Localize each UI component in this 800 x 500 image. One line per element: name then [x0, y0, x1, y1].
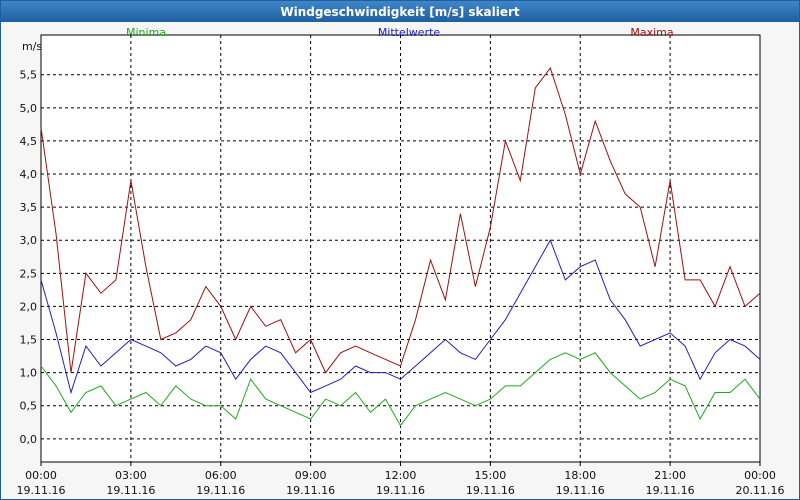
- series-line-minima: [40, 352, 761, 427]
- x-tick-time: 06:00: [205, 469, 237, 482]
- x-tick-time: 18:00: [564, 469, 596, 482]
- x-tick-date: 19.11.16: [646, 484, 695, 497]
- y-tick-label: 5,0: [20, 102, 38, 115]
- y-tick-label: 2,5: [20, 267, 38, 280]
- series-line-maxima: [40, 67, 761, 374]
- legend-mittelwerte: Mittelwerte: [378, 26, 441, 39]
- x-tick-date: 19.11.16: [106, 484, 155, 497]
- plot-frame: [40, 34, 761, 463]
- x-tick-time: 00:00: [25, 469, 57, 482]
- y-tick-label: 3,0: [20, 234, 38, 247]
- x-tick-date: 19.11.16: [466, 484, 515, 497]
- x-tick-time: 09:00: [295, 469, 327, 482]
- x-tick-date: 19.11.16: [196, 484, 245, 497]
- x-tick-time: 03:00: [115, 469, 147, 482]
- x-tick-time: 15:00: [475, 469, 507, 482]
- y-tick-label: 4,5: [20, 135, 38, 148]
- series-line-mittelwerte: [40, 239, 761, 395]
- y-tick-label: 0,5: [20, 400, 38, 413]
- window-title: Windgeschwindigkeit [m/s] skaliert: [1, 1, 799, 22]
- y-tick-label: 4,0: [20, 168, 38, 181]
- x-tick-date: 19.11.16: [376, 484, 425, 497]
- y-tick-label: 0,0: [20, 433, 38, 446]
- x-tick-date: 20.11.16: [736, 484, 785, 497]
- x-tick-time: 00:00: [744, 469, 776, 482]
- y-tick-label: 5,5: [20, 69, 38, 82]
- x-tick-date: 19.11.16: [556, 484, 605, 497]
- x-tick-time: 21:00: [654, 469, 686, 482]
- legend-maxima: Maxima: [630, 26, 673, 39]
- y-tick-label: 3,5: [20, 201, 38, 214]
- x-tick-date: 19.11.16: [286, 484, 335, 497]
- y-tick-label: 2,0: [20, 300, 38, 313]
- x-tick-time: 12:00: [385, 469, 417, 482]
- y-tick-label: 1,0: [20, 367, 38, 380]
- legend-minima: Minima: [126, 26, 166, 39]
- y-tick-label: 1,5: [20, 334, 38, 347]
- y-axis-label: m/s: [22, 40, 42, 53]
- x-tick-date: 19.11.16: [17, 484, 66, 497]
